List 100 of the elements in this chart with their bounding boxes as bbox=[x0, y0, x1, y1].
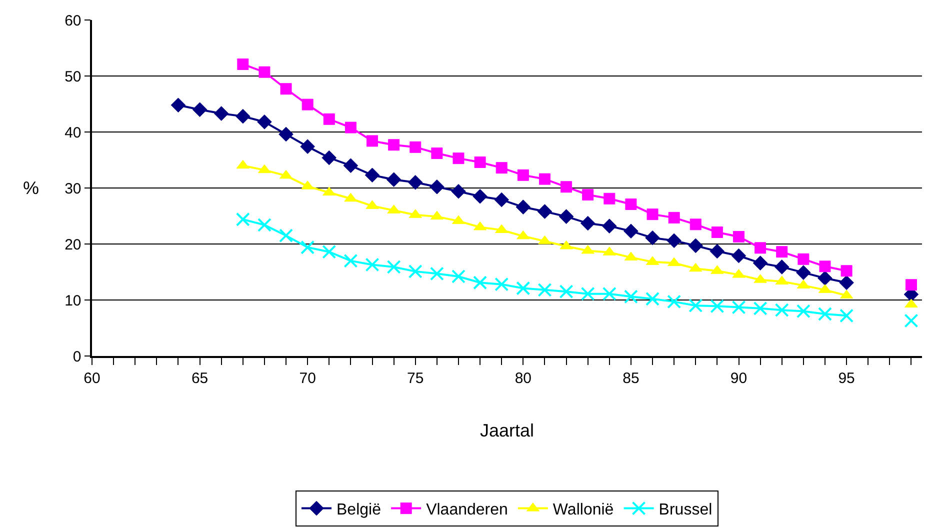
point bbox=[560, 181, 572, 193]
point bbox=[388, 139, 400, 151]
point bbox=[322, 150, 337, 166]
point bbox=[302, 98, 314, 110]
point bbox=[517, 169, 529, 181]
point bbox=[452, 152, 464, 164]
point bbox=[580, 286, 595, 301]
point bbox=[472, 189, 488, 204]
point bbox=[494, 277, 509, 292]
point bbox=[688, 238, 704, 254]
point bbox=[645, 230, 660, 246]
point bbox=[754, 242, 766, 254]
y-tick-label: 0 bbox=[72, 348, 82, 366]
point bbox=[364, 168, 380, 183]
point bbox=[818, 270, 832, 286]
point bbox=[819, 260, 831, 272]
point bbox=[344, 192, 358, 202]
point bbox=[516, 200, 531, 214]
point bbox=[538, 173, 550, 185]
x-tick-label: 95 bbox=[838, 370, 855, 387]
point bbox=[646, 208, 658, 220]
point bbox=[279, 228, 294, 243]
point bbox=[430, 179, 444, 194]
point bbox=[646, 292, 660, 306]
point bbox=[408, 175, 423, 190]
x-tick-label: 65 bbox=[191, 370, 208, 387]
point bbox=[237, 58, 249, 70]
x-tick-label: 60 bbox=[84, 370, 100, 387]
point bbox=[818, 307, 832, 321]
point bbox=[904, 314, 918, 328]
point bbox=[323, 113, 335, 125]
y-tick-label: 60 bbox=[64, 12, 82, 30]
point bbox=[733, 230, 744, 242]
x-tick-label: 80 bbox=[514, 370, 532, 387]
y-tick-label: 20 bbox=[64, 236, 82, 254]
point bbox=[905, 279, 917, 291]
point bbox=[473, 276, 488, 290]
y-tick-label: 10 bbox=[64, 292, 82, 310]
point bbox=[344, 254, 358, 268]
point bbox=[666, 233, 682, 248]
point bbox=[732, 300, 746, 314]
point bbox=[710, 244, 725, 259]
point bbox=[537, 204, 552, 219]
point bbox=[796, 265, 811, 280]
point bbox=[668, 212, 680, 224]
point bbox=[711, 226, 723, 238]
point bbox=[170, 98, 186, 113]
legend-label: Wallonië bbox=[552, 502, 614, 519]
point bbox=[538, 282, 552, 297]
point bbox=[300, 139, 315, 154]
point bbox=[236, 212, 250, 226]
point bbox=[604, 192, 616, 204]
point bbox=[690, 218, 702, 230]
point bbox=[431, 148, 443, 160]
point bbox=[840, 265, 852, 277]
point bbox=[538, 235, 552, 244]
point bbox=[257, 218, 272, 232]
point bbox=[214, 106, 229, 121]
legend-label: België bbox=[336, 502, 382, 519]
point bbox=[236, 108, 250, 124]
x-tick-label: 70 bbox=[299, 370, 316, 387]
point bbox=[602, 218, 617, 234]
point bbox=[689, 262, 702, 272]
point bbox=[258, 66, 270, 78]
point bbox=[300, 240, 315, 254]
point bbox=[580, 216, 596, 231]
point bbox=[839, 275, 854, 290]
point bbox=[625, 198, 637, 210]
point bbox=[774, 303, 789, 318]
point bbox=[752, 256, 768, 270]
x-tick-label: 75 bbox=[407, 370, 424, 387]
point bbox=[774, 260, 790, 274]
point bbox=[731, 248, 746, 264]
y-tick-label: 30 bbox=[64, 180, 82, 198]
point bbox=[581, 244, 594, 254]
point bbox=[257, 114, 272, 130]
point bbox=[494, 192, 510, 208]
point bbox=[624, 290, 638, 304]
point bbox=[560, 240, 573, 250]
point bbox=[710, 299, 724, 314]
point bbox=[451, 269, 466, 284]
point bbox=[192, 102, 208, 117]
x-tick-label: 85 bbox=[622, 370, 640, 387]
point bbox=[688, 298, 703, 313]
point bbox=[558, 209, 574, 224]
x-tick-label: 90 bbox=[730, 370, 748, 387]
point bbox=[602, 286, 616, 301]
point bbox=[322, 244, 336, 259]
point bbox=[386, 172, 402, 187]
point bbox=[516, 281, 530, 296]
point bbox=[344, 122, 356, 134]
point bbox=[667, 294, 682, 309]
point bbox=[386, 260, 401, 274]
point bbox=[582, 188, 594, 200]
point bbox=[410, 141, 422, 153]
point bbox=[798, 253, 810, 265]
point bbox=[366, 135, 378, 147]
point bbox=[474, 156, 486, 168]
point bbox=[775, 276, 788, 285]
point bbox=[278, 126, 294, 142]
